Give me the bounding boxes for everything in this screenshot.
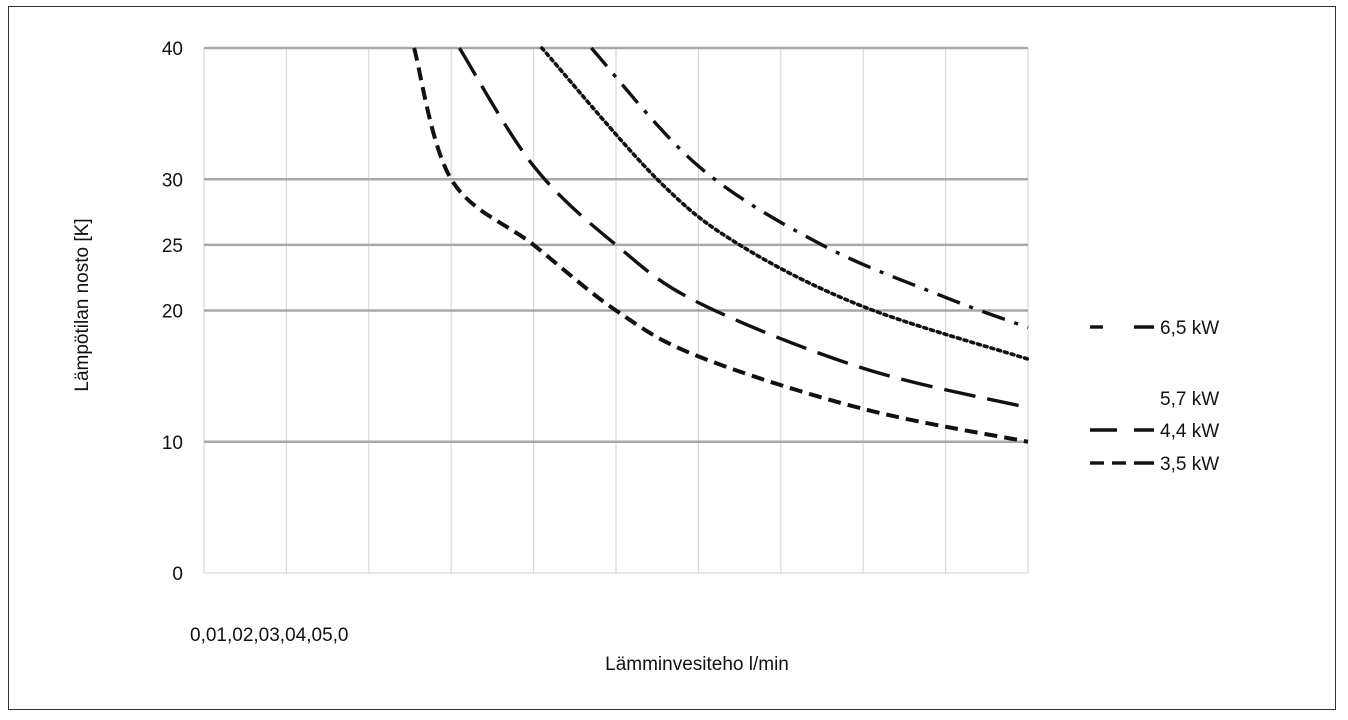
legend-label: 6,5 kW bbox=[1160, 318, 1219, 339]
chart-frame bbox=[8, 6, 1336, 710]
y-tick-label: 10 bbox=[162, 433, 183, 454]
y-tick-label: 20 bbox=[162, 302, 183, 323]
y-tick-label: 0 bbox=[172, 564, 183, 585]
legend: 6,5 kW 5,7 kW 4,4 kW 3,5 kW bbox=[1090, 318, 1219, 475]
y-tick-label: 30 bbox=[162, 170, 183, 191]
series-line-5-7-kW bbox=[540, 46, 1030, 361]
series-lines bbox=[412, 46, 1030, 444]
x-axis-title: Lämminvesiteho l/min bbox=[605, 654, 789, 675]
legend-label: 3,5 kW bbox=[1160, 454, 1219, 475]
y-axis-title: Lämpötilan nosto [K] bbox=[72, 218, 93, 391]
series-line-4-4-kW bbox=[457, 47, 1029, 410]
y-tick-label: 25 bbox=[162, 236, 183, 257]
y-tick-labels: 0 10 20 25 30 40 bbox=[162, 39, 183, 585]
series-line-6-5-kW bbox=[590, 46, 1029, 330]
y-tick-label: 40 bbox=[162, 39, 183, 60]
legend-label: 4,4 kW bbox=[1160, 421, 1219, 442]
legend-label: 5,7 kW bbox=[1160, 389, 1219, 410]
x-tick-labels: 0,01,02,03,04,05,0 bbox=[190, 625, 348, 646]
